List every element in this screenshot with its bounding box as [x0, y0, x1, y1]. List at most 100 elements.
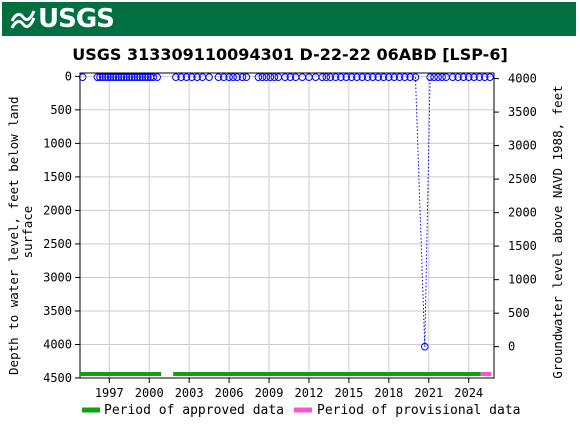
data-point	[136, 73, 144, 81]
y-left-tick-label: 4000	[43, 337, 72, 351]
data-point	[109, 73, 118, 81]
y-right-tick-label: 3000	[508, 139, 537, 153]
x-tick-label: 2006	[215, 386, 244, 400]
data-point	[385, 73, 393, 81]
data-point	[434, 73, 442, 81]
data-point	[401, 73, 409, 81]
data-point	[133, 73, 142, 81]
data-point	[442, 73, 450, 81]
data-point	[96, 73, 104, 81]
data-point	[270, 73, 279, 81]
data-point	[363, 73, 372, 81]
data-point	[353, 73, 361, 81]
y-left-tick-label: 4500	[43, 371, 72, 385]
y-left-label-line1: Depth to water level, feet below land	[6, 97, 21, 375]
data-point	[117, 73, 126, 81]
y-right-tick-label: 3500	[508, 105, 537, 119]
y-right-tick-label: 500	[508, 306, 530, 320]
data-point	[233, 73, 241, 81]
data-point	[193, 73, 201, 81]
data-point	[130, 73, 139, 81]
y-left-tick-label: 0	[65, 69, 72, 83]
x-tick-label: 2021	[414, 386, 443, 400]
data-point	[101, 73, 110, 81]
data-point	[238, 73, 247, 81]
y-left-tick-label: 2500	[43, 237, 72, 251]
data-point	[470, 73, 478, 81]
approval-bars	[80, 372, 492, 376]
data-point	[331, 73, 340, 81]
data-point	[149, 73, 158, 81]
x-tick-label: 2015	[334, 386, 363, 400]
data-point	[128, 73, 136, 81]
data-point	[448, 73, 457, 81]
x-tick-label: 2003	[175, 386, 204, 400]
series-line-segment	[424, 77, 431, 347]
y-left-tick-label: 1500	[43, 170, 72, 184]
plot-frame	[79, 72, 495, 379]
data-point	[281, 73, 289, 81]
data-point	[486, 73, 494, 81]
data-point	[358, 73, 367, 81]
y-right-tick-label: 1000	[508, 273, 537, 287]
data-point	[258, 73, 267, 81]
y-right-tick-label: 1500	[508, 239, 537, 253]
data-point	[347, 73, 356, 81]
data-point	[274, 73, 283, 81]
data-point	[225, 73, 233, 81]
data-point	[298, 73, 307, 81]
data-point	[78, 73, 87, 81]
data-point	[369, 73, 377, 81]
x-axis-ticks: 1997 2000 2003 2006 2009 2012 2015 2018 2021 2024	[95, 378, 483, 400]
x-tick-label: 2012	[295, 386, 324, 400]
y-right-tick-label: 0	[508, 340, 515, 354]
data-point	[464, 73, 473, 81]
y-left-axis-ticks: 0 500 1000 1500 2000 2500 3000 3500 4000 4500	[43, 69, 80, 385]
y-right-tick-label: 4000	[508, 72, 537, 86]
data-point	[182, 73, 191, 81]
approval-bar-provisional	[480, 372, 492, 376]
data-points	[78, 73, 494, 351]
y-left-tick-label: 2000	[43, 203, 72, 217]
data-point	[125, 73, 134, 81]
data-point	[286, 73, 295, 81]
data-point	[172, 73, 180, 81]
usgs-logo: USGS	[10, 4, 115, 34]
y-right-tick-label: 2500	[508, 172, 537, 186]
approval-bar-approved	[80, 372, 162, 376]
data-point	[219, 73, 228, 81]
usgs-wave-icon	[10, 10, 36, 29]
grid	[80, 73, 494, 379]
data-point	[326, 73, 335, 81]
approval-bar-approved	[173, 372, 481, 376]
data-point	[438, 73, 446, 81]
data-point	[229, 73, 237, 81]
x-tick-label: 2000	[135, 386, 164, 400]
data-point	[430, 73, 438, 81]
data-point	[459, 73, 468, 81]
data-point	[420, 342, 429, 351]
data-point	[214, 73, 223, 81]
data-point	[153, 73, 162, 81]
y-right-tick-label: 2000	[508, 206, 537, 220]
usgs-logo-text: USGS	[38, 4, 115, 34]
y-left-tick-label: 1000	[43, 136, 72, 150]
y-left-label-line2: surface	[20, 206, 35, 259]
data-point	[266, 73, 275, 81]
data-point	[112, 73, 120, 81]
x-tick-label: 2018	[374, 386, 403, 400]
data-point	[311, 73, 320, 81]
legend: Period of approved data Period of provis…	[82, 403, 521, 418]
y-left-label: Depth to water level, feet below land su…	[6, 89, 35, 375]
y-right-label: Groundwater level above NAVD 1988, feet	[550, 85, 565, 379]
usgs-banner: USGS	[2, 2, 576, 36]
data-point	[426, 73, 434, 81]
data-point	[141, 73, 150, 81]
data-point	[318, 73, 327, 81]
data-point	[93, 73, 102, 81]
x-tick-label: 2009	[255, 386, 284, 400]
data-point	[395, 73, 404, 81]
data-point	[98, 73, 107, 81]
data-point	[262, 73, 271, 81]
x-tick-label: 2024	[454, 386, 483, 400]
